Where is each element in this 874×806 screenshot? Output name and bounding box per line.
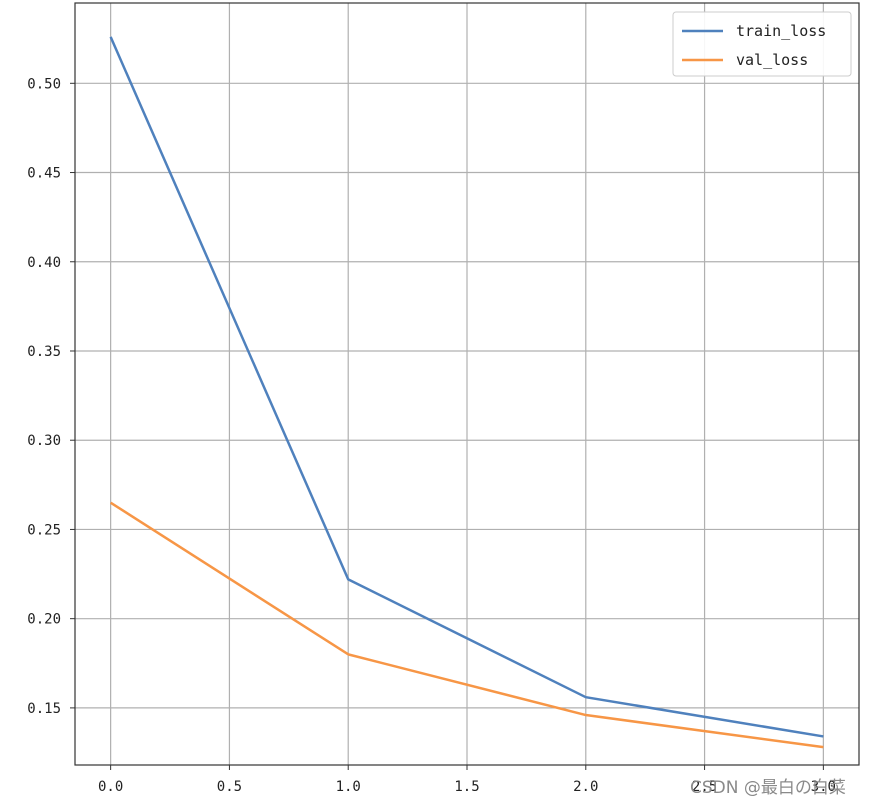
y-tick-label: 0.25 (27, 522, 61, 538)
x-tick-label: 2.0 (573, 779, 598, 795)
watermark: CSDN @最白の白菜 (690, 778, 846, 798)
legend: train_loss val_loss (672, 11, 852, 77)
y-axis-ticks: 0.15 0.20 0.25 0.30 0.35 0.40 0.45 0.50 (27, 76, 75, 717)
y-tick-label: 0.45 (27, 166, 61, 182)
series-line-train-loss (109, 36, 824, 738)
legend-label: train_loss (736, 22, 826, 40)
legend-label: val_loss (736, 51, 808, 69)
x-tick-label: 3.0 (811, 779, 836, 795)
grid (75, 3, 859, 765)
y-tick-label: 0.40 (27, 255, 61, 271)
y-tick-label: 0.20 (27, 612, 61, 628)
x-axis-ticks: 0.0 0.5 1.0 1.5 2.0 2.5 3.0 (98, 765, 836, 795)
y-tick-label: 0.30 (27, 433, 61, 449)
y-tick-label: 0.15 (27, 701, 61, 717)
series-line-val-loss (109, 501, 824, 749)
x-tick-label: 1.0 (336, 779, 361, 795)
x-tick-label: 0.0 (98, 779, 123, 795)
y-tick-label: 0.35 (27, 344, 61, 360)
series-layer (109, 36, 824, 749)
x-tick-label: 2.5 (692, 779, 717, 795)
x-tick-label: 1.5 (454, 779, 479, 795)
y-tick-label: 0.50 (27, 76, 61, 92)
x-tick-label: 0.5 (217, 779, 242, 795)
